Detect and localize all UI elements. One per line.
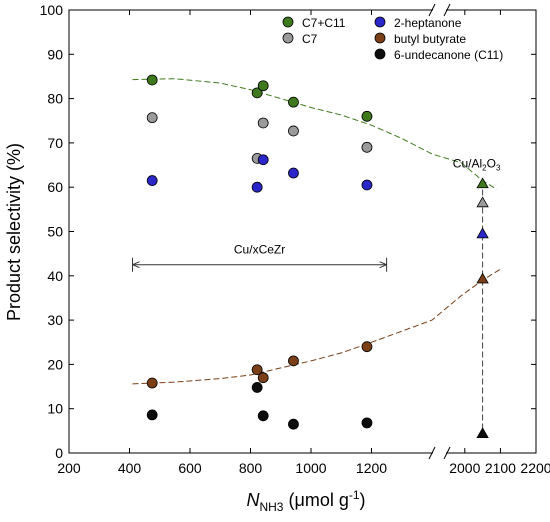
legend-marker: [282, 32, 294, 44]
data-point: [288, 96, 299, 108]
data-point: [288, 167, 299, 179]
data-point: [146, 112, 158, 124]
x-tick-label: 400: [118, 460, 142, 476]
y-tick-label: 10: [47, 401, 63, 417]
x-axis-label-exponent: -1: [349, 488, 360, 502]
y-tick-label: 40: [47, 268, 63, 284]
y-tick-label: 20: [47, 356, 63, 372]
x-axis-label-symbol: N: [246, 490, 260, 510]
x-tick-label: 1000: [295, 460, 326, 476]
axis-break-gap-bottom: [433, 447, 446, 459]
x-axis-label-unit: (μmol g: [283, 490, 348, 510]
data-point: [361, 110, 373, 122]
cu-xcezr-label: Cu/xCeZr: [234, 243, 285, 257]
data-point: [361, 141, 373, 153]
data-point-triangle: [476, 427, 489, 439]
data-point: [361, 179, 373, 191]
data-point: [251, 382, 263, 393]
data-point: [146, 377, 158, 389]
data-point-triangle: [476, 272, 489, 284]
range-arrow-left-head: [132, 261, 140, 269]
data-point: [361, 417, 373, 429]
data-point: [146, 175, 158, 186]
legend-label: 6-undecanone (C11): [394, 48, 503, 62]
cu-al2o3-label-sub2: 3: [496, 163, 501, 172]
data-point: [251, 364, 263, 376]
x-axis-label: NNH3 (μmol g-1): [246, 488, 365, 514]
data-point: [257, 154, 269, 166]
cu-al2o3-label-part2: O: [487, 156, 496, 170]
data-point: [257, 410, 269, 422]
axis-break-gap-top: [433, 4, 446, 16]
y-tick-label: 70: [47, 135, 63, 151]
data-point-triangle: [476, 196, 489, 208]
data-point: [257, 80, 269, 92]
legend-marker: [374, 48, 386, 60]
data-point-triangle: [476, 227, 489, 239]
y-tick-label: 90: [47, 46, 63, 62]
data-point: [288, 355, 299, 367]
data-point-triangle: [476, 177, 489, 189]
data-point: [251, 181, 263, 193]
range-arrow-right-head: [379, 261, 387, 269]
y-tick-label: 60: [47, 179, 63, 195]
data-point: [361, 341, 373, 353]
plot-frame: [68, 9, 537, 454]
trend-line: [132, 78, 498, 190]
legend-label: C7+C11: [302, 16, 346, 30]
x-tick-label: 2200: [520, 460, 550, 476]
y-tick-label: 80: [47, 91, 63, 107]
legend-label: 2-heptanone: [394, 16, 462, 30]
data-point: [288, 125, 299, 137]
cu-al2o3-label-sub1: 2: [482, 163, 487, 172]
x-tick-label: 600: [178, 460, 202, 476]
legend-marker: [282, 16, 294, 28]
x-tick-label: 2000: [449, 460, 480, 476]
y-tick-label: 50: [47, 224, 63, 240]
cu-al2o3-label: Cu/Al2O3: [453, 156, 501, 172]
axis-break-mark-bottom: [428, 446, 436, 460]
x-tick-label: 800: [239, 460, 263, 476]
y-tick-label: 0: [55, 445, 63, 461]
data-point: [257, 117, 269, 129]
data-point: [257, 372, 269, 384]
x-axis-label-close: ): [360, 490, 366, 510]
legend-label: butyl butyrate: [394, 32, 466, 46]
y-tick-label: 30: [47, 312, 63, 328]
plot-area: 0 10 20 30 40 50 60 70 80 90 100 200 400 600 800 1000 12…: [40, 2, 550, 476]
axis-break-mark-bottom: [443, 446, 451, 460]
x-axis-label-subscript: NH3: [259, 500, 283, 514]
x-tick-label: 1200: [356, 460, 387, 476]
x-tick-label: 200: [57, 460, 81, 476]
legend-marker: [374, 16, 386, 28]
legend-label: C7: [302, 32, 318, 46]
cu-al2o3-label-part1: Cu/Al: [453, 156, 482, 170]
data-point: [251, 87, 263, 99]
data-point: [146, 74, 158, 86]
axis-break-mark-top: [428, 3, 436, 17]
data-point: [146, 409, 158, 421]
y-tick-label: 100: [40, 2, 64, 18]
axis-break-mark-top: [443, 3, 451, 17]
y-axis-label: Product selectivity (%): [4, 143, 24, 321]
x-tick-label: 2100: [485, 460, 516, 476]
y-axis-label-group: Product selectivity (%): [4, 143, 24, 321]
legend-marker: [374, 32, 386, 44]
trend-line: [132, 268, 501, 385]
data-point: [288, 418, 299, 430]
